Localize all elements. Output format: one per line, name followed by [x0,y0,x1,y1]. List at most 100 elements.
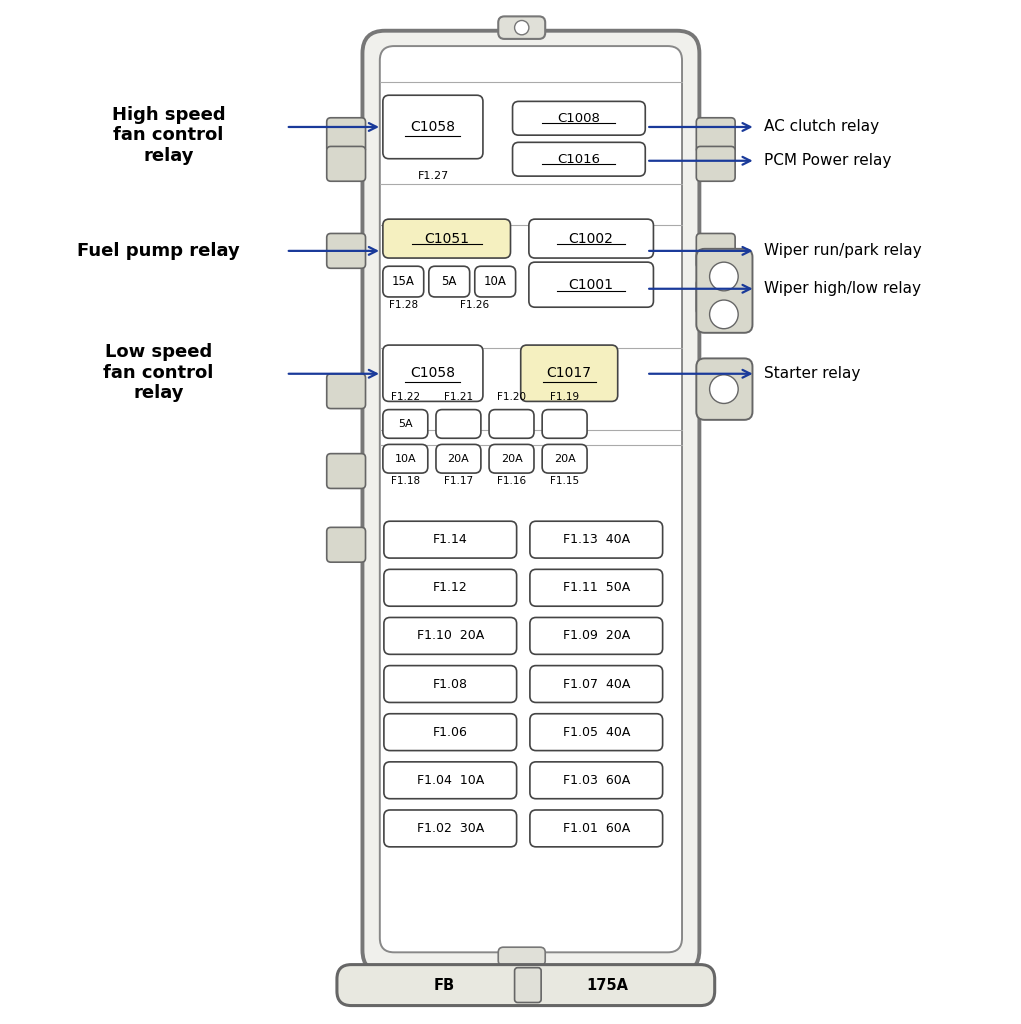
Text: F1.19: F1.19 [550,392,579,402]
Text: Wiper high/low relay: Wiper high/low relay [764,282,921,296]
Text: F1.21: F1.21 [444,392,473,402]
Text: C1058: C1058 [410,367,455,380]
FancyBboxPatch shape [515,968,541,1002]
Text: C1058: C1058 [410,120,455,134]
Text: FB: FB [434,978,454,992]
Circle shape [710,300,738,329]
Text: relay: relay [133,384,184,402]
Text: F1.01  60A: F1.01 60A [563,822,630,835]
Text: F1.05  40A: F1.05 40A [563,726,630,738]
FancyBboxPatch shape [327,454,366,488]
Text: C1017: C1017 [546,367,592,380]
Text: High speed: High speed [111,105,226,124]
Text: F1.03  60A: F1.03 60A [563,774,630,786]
Text: F1.18: F1.18 [391,476,420,486]
Text: F1.06: F1.06 [433,726,468,738]
Text: F1.08: F1.08 [433,678,468,690]
Text: 10A: 10A [394,454,417,464]
FancyBboxPatch shape [436,444,481,473]
Text: F1.27: F1.27 [419,171,449,181]
FancyBboxPatch shape [327,527,366,562]
FancyBboxPatch shape [384,617,517,654]
FancyBboxPatch shape [383,410,428,438]
Text: F1.02  30A: F1.02 30A [417,822,484,835]
Text: AC clutch relay: AC clutch relay [764,120,879,134]
Text: Low speed: Low speed [104,343,212,361]
FancyBboxPatch shape [384,762,517,799]
FancyBboxPatch shape [530,569,663,606]
Text: F1.14: F1.14 [433,534,468,546]
FancyBboxPatch shape [542,410,587,438]
FancyBboxPatch shape [696,118,735,153]
FancyBboxPatch shape [383,95,483,159]
FancyBboxPatch shape [384,521,517,558]
FancyBboxPatch shape [337,965,715,1006]
Text: F1.22: F1.22 [391,392,420,402]
Text: fan control: fan control [113,126,224,144]
Text: F1.11  50A: F1.11 50A [563,582,630,594]
FancyBboxPatch shape [542,444,587,473]
Text: C1001: C1001 [569,278,614,292]
FancyBboxPatch shape [530,762,663,799]
Text: F1.09  20A: F1.09 20A [563,630,630,642]
Text: F1.28: F1.28 [389,300,418,310]
FancyBboxPatch shape [696,358,752,420]
Text: F1.12: F1.12 [433,582,468,594]
Text: 175A: 175A [586,978,629,992]
FancyBboxPatch shape [529,219,653,258]
FancyBboxPatch shape [384,666,517,702]
Text: C1016: C1016 [557,153,600,166]
Text: C1002: C1002 [569,231,614,246]
FancyBboxPatch shape [489,410,534,438]
Circle shape [515,20,529,35]
Text: 20A: 20A [553,454,576,464]
Text: Fuel pump relay: Fuel pump relay [77,242,240,260]
FancyBboxPatch shape [530,617,663,654]
FancyBboxPatch shape [696,146,735,181]
FancyBboxPatch shape [362,31,699,973]
Text: relay: relay [143,146,194,165]
FancyBboxPatch shape [383,444,428,473]
FancyBboxPatch shape [475,266,516,297]
FancyBboxPatch shape [383,345,483,401]
FancyBboxPatch shape [436,410,481,438]
FancyBboxPatch shape [327,146,366,181]
Text: F1.20: F1.20 [497,392,526,402]
Text: F1.10  20A: F1.10 20A [417,630,484,642]
FancyBboxPatch shape [529,262,653,307]
FancyBboxPatch shape [429,266,470,297]
FancyBboxPatch shape [530,714,663,751]
Text: 5A: 5A [398,419,412,429]
Text: Starter relay: Starter relay [764,367,860,381]
Text: F1.13  40A: F1.13 40A [563,534,630,546]
Circle shape [710,262,738,291]
Text: 20A: 20A [447,454,470,464]
FancyBboxPatch shape [696,233,735,268]
FancyBboxPatch shape [696,249,752,333]
Text: F1.04  10A: F1.04 10A [417,774,484,786]
Text: 5A: 5A [441,275,457,288]
FancyBboxPatch shape [384,714,517,751]
Text: 10A: 10A [484,275,506,288]
FancyBboxPatch shape [327,118,366,153]
FancyBboxPatch shape [380,46,682,952]
FancyBboxPatch shape [498,947,545,966]
Text: F1.15: F1.15 [550,476,579,486]
Text: F1.26: F1.26 [460,300,489,310]
FancyBboxPatch shape [696,280,735,314]
Text: F1.17: F1.17 [444,476,473,486]
FancyBboxPatch shape [513,142,645,176]
Text: 20A: 20A [500,454,523,464]
Text: C1008: C1008 [557,112,600,125]
Text: fan control: fan control [103,364,213,382]
FancyBboxPatch shape [530,810,663,847]
FancyBboxPatch shape [327,233,366,268]
FancyBboxPatch shape [530,521,663,558]
Text: Wiper run/park relay: Wiper run/park relay [764,244,921,258]
FancyBboxPatch shape [384,569,517,606]
FancyBboxPatch shape [521,345,618,401]
FancyBboxPatch shape [489,444,534,473]
Text: C1051: C1051 [424,231,470,246]
FancyBboxPatch shape [383,219,510,258]
Text: PCM Power relay: PCM Power relay [764,154,891,168]
